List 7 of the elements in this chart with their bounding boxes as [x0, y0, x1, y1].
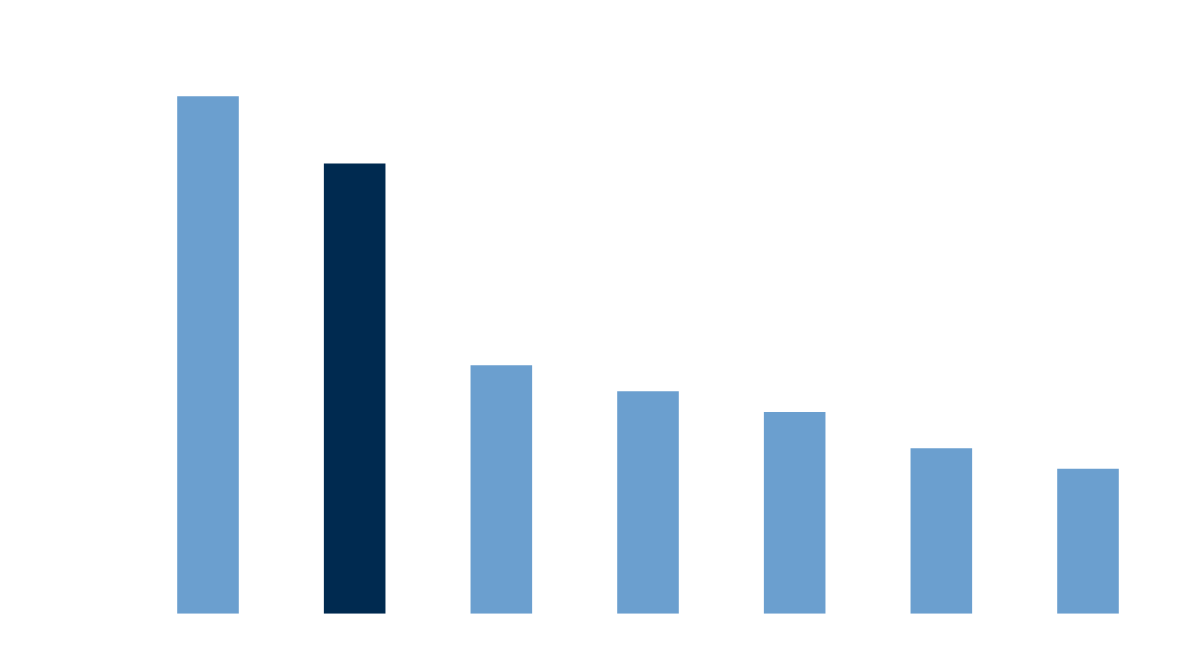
bar	[1057, 468, 1119, 614]
bar	[323, 163, 386, 614]
bar	[910, 448, 973, 614]
bar	[763, 411, 826, 614]
bar	[617, 391, 679, 614]
bar	[470, 365, 533, 614]
bar	[177, 96, 239, 614]
